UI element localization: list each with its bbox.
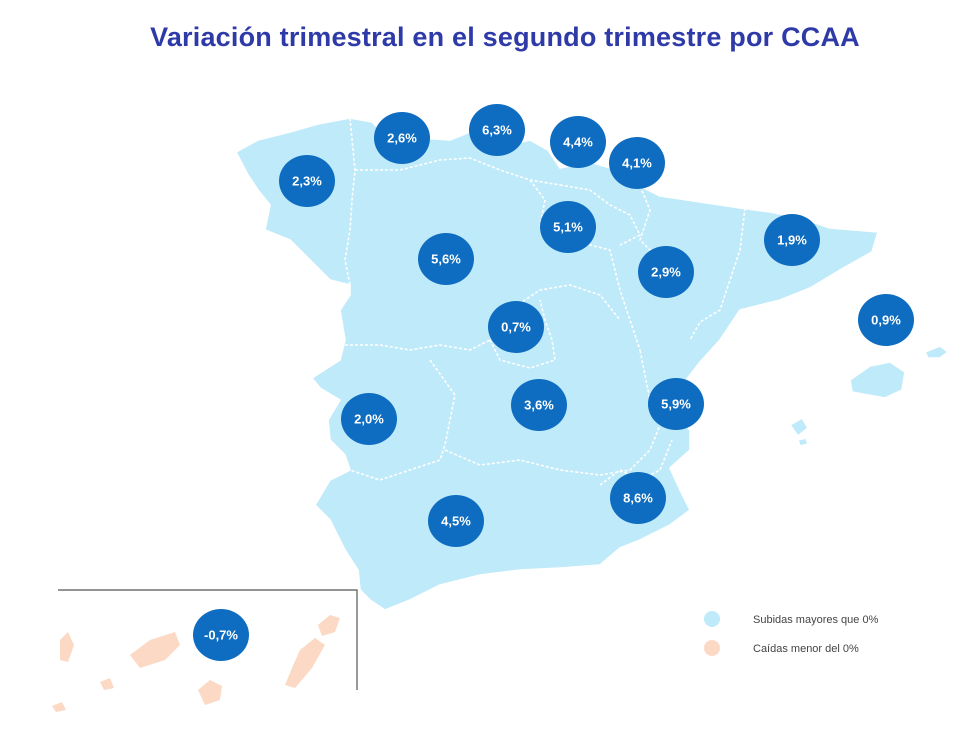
bubble-value-aragon: 2,9% xyxy=(651,265,681,280)
bubble-circle-asturias xyxy=(374,112,430,164)
bubble-asturias: 2,6% xyxy=(374,112,430,164)
legend-fall-label: Caídas menor del 0% xyxy=(753,643,859,655)
bubble-circle-galicia xyxy=(279,155,335,207)
la-gomera-shape xyxy=(100,678,114,690)
peninsula-shape xyxy=(235,117,879,611)
mallorca-shape xyxy=(849,361,906,399)
gran-canaria-shape xyxy=(198,680,222,705)
bubble-circle-navarra xyxy=(609,137,665,189)
canary-inset-frame xyxy=(58,589,358,690)
bubble-galicia: 2,3% xyxy=(279,155,335,207)
bubble-circle-murcia xyxy=(610,472,666,524)
menorca-shape xyxy=(924,345,949,359)
bubble-value-canarias: -0,7% xyxy=(204,628,238,643)
bubble-castilla-la-mancha: 3,6% xyxy=(511,379,567,431)
bubble-aragon: 2,9% xyxy=(638,246,694,298)
ibiza-shape xyxy=(789,417,809,437)
bubble-andalucia: 4,5% xyxy=(428,495,484,547)
legend-fall-swatch xyxy=(704,640,720,656)
bubble-navarra: 4,1% xyxy=(609,137,665,189)
bubble-cataluna: 1,9% xyxy=(764,214,820,266)
el-hierro-shape xyxy=(52,702,66,712)
bubble-value-cantabria: 4,4% xyxy=(563,135,593,150)
bubble-value-madrid: 0,7% xyxy=(501,320,531,335)
bubble-extremadura: 2,0% xyxy=(341,393,397,445)
bubble-circle-cantabria xyxy=(550,116,606,168)
formentera-shape xyxy=(797,437,809,447)
fuerteventura-shape xyxy=(285,638,325,688)
bubble-circle-baleares xyxy=(858,294,914,346)
bubble-value-baleares: 0,9% xyxy=(871,313,901,328)
bubble-circle-andalucia xyxy=(428,495,484,547)
bubble-la-rioja: 5,1% xyxy=(540,201,596,253)
bubble-circle-cataluna xyxy=(764,214,820,266)
value-bubbles: 2,3% 2,6% 6,3% 4,4% 4,1% 5,1% 5,6% 2,9% 1,9% 0,9%… xyxy=(193,104,914,661)
bubble-circle-castilla-la-mancha xyxy=(511,379,567,431)
lanzarote-shape xyxy=(318,615,340,636)
bubble-canarias: -0,7% xyxy=(193,609,249,661)
bubble-value-extremadura: 2,0% xyxy=(354,412,384,427)
bubble-value-andalucia: 4,5% xyxy=(441,514,471,529)
bubble-valencia: 5,9% xyxy=(648,378,704,430)
bubble-value-galicia: 2,3% xyxy=(292,174,322,189)
bubble-value-cataluna: 1,9% xyxy=(777,233,807,248)
bubble-circle-canarias xyxy=(193,609,249,661)
bubble-circle-aragon xyxy=(638,246,694,298)
bubble-madrid: 0,7% xyxy=(488,301,544,353)
bubble-value-valencia: 5,9% xyxy=(661,397,691,412)
legend-rise-label: Subidas mayores que 0% xyxy=(753,614,879,626)
bubble-baleares: 0,9% xyxy=(858,294,914,346)
bubble-value-castilla-la-mancha: 3,6% xyxy=(524,398,554,413)
bubble-value-asturias: 2,6% xyxy=(387,131,417,146)
bubble-circle-pais-vasco xyxy=(469,104,525,156)
bubble-circle-madrid xyxy=(488,301,544,353)
la-palma-shape xyxy=(60,632,74,662)
bubble-castilla-leon: 5,6% xyxy=(418,233,474,285)
bubble-value-pais-vasco: 6,3% xyxy=(482,123,512,138)
bubble-value-murcia: 8,6% xyxy=(623,491,653,506)
bubble-murcia: 8,6% xyxy=(610,472,666,524)
bubble-circle-valencia xyxy=(648,378,704,430)
bubble-circle-la-rioja xyxy=(540,201,596,253)
map-title: Variación trimestral en el segundo trime… xyxy=(150,22,860,52)
bubble-pais-vasco: 6,3% xyxy=(469,104,525,156)
bubble-value-castilla-leon: 5,6% xyxy=(431,252,461,267)
bubble-cantabria: 4,4% xyxy=(550,116,606,168)
bubble-circle-castilla-leon xyxy=(418,233,474,285)
tenerife-shape xyxy=(130,632,180,668)
legend-rise-swatch xyxy=(704,611,720,627)
bubble-value-navarra: 4,1% xyxy=(622,156,652,171)
bubble-value-la-rioja: 5,1% xyxy=(553,220,583,235)
bubble-circle-extremadura xyxy=(341,393,397,445)
